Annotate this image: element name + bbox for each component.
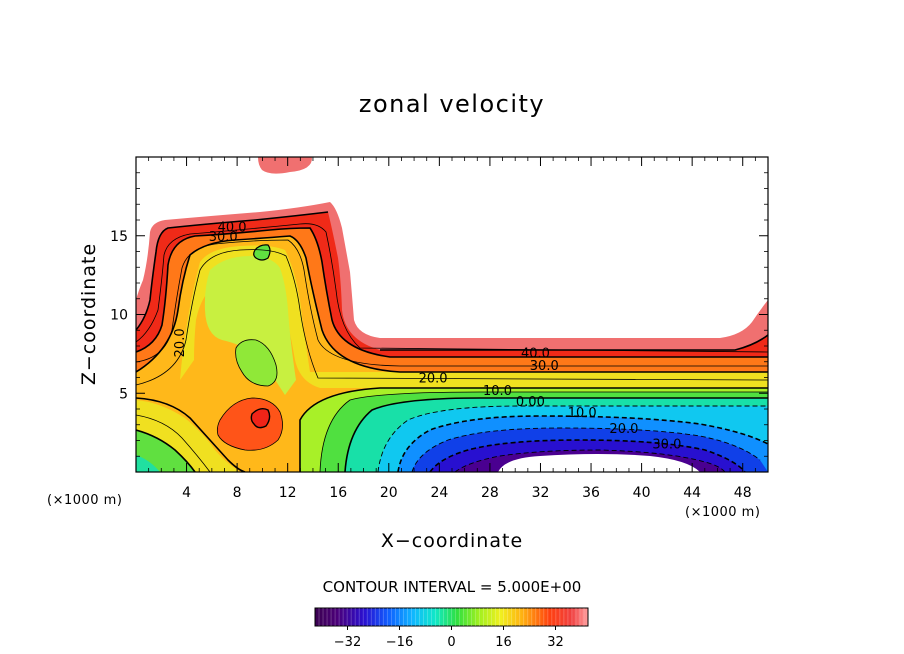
contour-fill-cap-top [258, 157, 313, 174]
contour-label: 30.0 [209, 230, 238, 245]
contour-label: 0.00 [516, 395, 545, 410]
contour-label: 30.0 [530, 359, 559, 374]
x-tick-label: 48 [734, 485, 752, 501]
colorbar-tick-label: 32 [547, 635, 564, 650]
contour-label: 10.0 [483, 384, 512, 399]
contour-lines [136, 211, 768, 472]
contour-line-neg5 [377, 405, 768, 472]
x-tick-label: 44 [683, 485, 701, 501]
contour-line-35 [136, 223, 768, 353]
z-axis-unit: (×1000 m) [47, 493, 122, 508]
contour-line-15 [136, 249, 768, 386]
y-tick-label: 5 [119, 386, 128, 402]
contour-line-5 [136, 391, 768, 472]
x-tick-label: 24 [430, 485, 448, 501]
x-tick-label: 20 [380, 485, 398, 501]
contour-label: 10.0 [568, 406, 597, 421]
contour-line-0 [136, 397, 768, 472]
contour-fill-left-bottom-cyan [136, 455, 160, 472]
contour-fill-lower-blob-core [251, 408, 270, 428]
x-tick-label: 36 [582, 485, 600, 501]
x-axis: 4 8 12 16 20 24 28 32 36 40 44 48 [148, 157, 756, 501]
contour-line-lower-blob-outer [216, 397, 283, 451]
contour-line-20 [136, 235, 768, 373]
x-tick-label: 40 [633, 485, 651, 501]
y-axis: 5 10 15 [110, 172, 768, 457]
contour-line-30 [136, 227, 768, 358]
contour-label: 30.0 [652, 438, 681, 453]
contour-line-40 [136, 211, 329, 331]
contour-line-neg10 [397, 415, 768, 472]
contour-line-neg20 [429, 439, 746, 472]
contour-interval-text: CONTOUR INTERVAL = 5.000E+00 [323, 578, 582, 596]
colorbar-ticks: −32 −16 0 16 32 [334, 626, 564, 650]
chart-title: zonal velocity [359, 90, 545, 118]
contour-line-core-top [253, 244, 271, 261]
colorbar-tick-label: 16 [495, 635, 512, 650]
colorbar: −32 −16 0 16 32 [314, 607, 589, 650]
contour-line-25 [136, 239, 768, 367]
colorbar-stripes [318, 608, 585, 626]
contour-fill-left-bottom-green [136, 430, 195, 472]
contour-label: 20.0 [419, 372, 448, 387]
contour-label: 40.0 [521, 346, 550, 361]
x-tick-label: 12 [279, 485, 297, 501]
contour-line-neg15 [411, 427, 761, 472]
contour-label: 20.0 [173, 328, 188, 357]
contour-labels: 40.030.020.0 40.030.020.010.00.0010.020.0… [173, 220, 681, 452]
contour-line-lower-blob [250, 407, 271, 429]
contour-fill-core-green-1 [235, 339, 277, 386]
x-axis-title: X−coordinate [381, 530, 523, 552]
x-tick-label: 16 [329, 485, 347, 501]
contour-label: 20.0 [609, 422, 638, 437]
colorbar-tick-label: −32 [334, 635, 361, 650]
y-tick-label: 10 [110, 308, 128, 324]
y-tick-label: 15 [110, 229, 128, 245]
y-axis-title: Z−coordinate [78, 243, 100, 385]
contour-line-core [235, 339, 278, 387]
x-tick-label: 4 [182, 485, 191, 501]
x-tick-label: 32 [532, 485, 550, 501]
x-axis-unit: (×1000 m) [685, 505, 760, 520]
contour-fill [136, 157, 768, 472]
contour-line-40-right [380, 334, 768, 351]
contour-label: 40.0 [218, 220, 247, 235]
colorbar-tick-label: −16 [386, 635, 413, 650]
contour-fill-blank-bottom [498, 454, 700, 472]
contour-fill-core-green-2 [253, 244, 270, 260]
colorbar-tick-label: 0 [447, 635, 455, 650]
contour-line-neg25 [454, 449, 726, 472]
x-tick-label: 28 [481, 485, 499, 501]
x-tick-label: 8 [233, 485, 242, 501]
